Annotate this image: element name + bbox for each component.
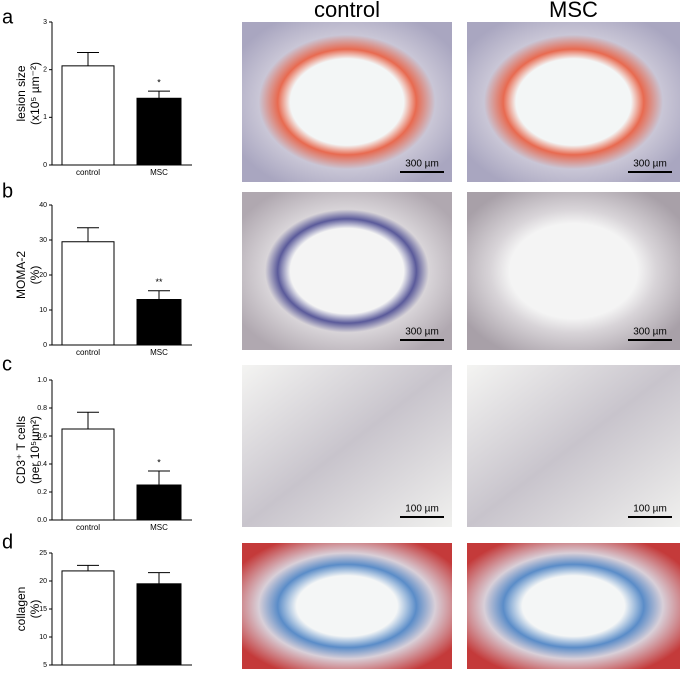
y-tick-label: 1 xyxy=(43,114,47,121)
y-tick-label: 10 xyxy=(39,634,47,641)
scale-bar-label: 100 µm xyxy=(633,504,667,515)
bar xyxy=(136,299,182,346)
x-tick-label: MSC xyxy=(150,348,168,357)
y-tick-label: 0.8 xyxy=(37,405,47,412)
y-axis-label: (%) xyxy=(28,266,42,285)
bar xyxy=(136,97,182,166)
panel-label: b xyxy=(2,180,13,202)
bar xyxy=(61,428,115,521)
y-tick-label: 30 xyxy=(39,237,47,244)
micrograph xyxy=(467,192,680,350)
x-tick-label: control xyxy=(76,348,100,357)
significance: * xyxy=(157,457,161,467)
micrograph xyxy=(467,365,680,527)
micrographs xyxy=(242,22,680,669)
micrograph xyxy=(467,543,680,669)
y-tick-label: 2 xyxy=(43,67,47,74)
y-tick-label: 0 xyxy=(43,342,47,349)
x-tick-label: control xyxy=(76,523,100,532)
y-tick-label: 25 xyxy=(39,550,47,557)
scale-bar-label: 300 µm xyxy=(405,327,439,338)
x-tick-label: control xyxy=(76,168,100,177)
bar xyxy=(136,484,182,521)
y-tick-label: 15 xyxy=(39,606,47,613)
y-axis-label: lesion size xyxy=(14,65,28,121)
panel-label: d xyxy=(2,531,13,553)
bar xyxy=(61,241,115,346)
y-axis-label: CD3⁺ T cells xyxy=(14,416,28,484)
y-axis-label: MOMA-2 xyxy=(14,251,28,299)
micrograph xyxy=(242,22,452,182)
y-tick-label: 5 xyxy=(43,662,47,669)
y-tick-label: 0.6 xyxy=(37,433,47,440)
scale-bar-label: 300 µm xyxy=(633,159,667,170)
column-header: MSC xyxy=(549,0,598,22)
y-tick-label: 0 xyxy=(43,162,47,169)
y-axis-label: (%) xyxy=(28,600,42,619)
y-tick-label: 3 xyxy=(43,19,47,26)
bar xyxy=(61,65,115,166)
bar xyxy=(136,583,182,666)
scale-bar-label: 300 µm xyxy=(633,327,667,338)
x-tick-label: MSC xyxy=(150,523,168,532)
micrograph xyxy=(242,192,452,350)
y-tick-label: 40 xyxy=(39,202,47,209)
panel-label: c xyxy=(2,353,12,375)
micrograph xyxy=(467,22,680,182)
scale-bar-label: 100 µm xyxy=(405,504,439,515)
y-axis-label: (per 10⁵µm²) xyxy=(28,416,42,484)
y-tick-label: 0.2 xyxy=(37,489,47,496)
bar xyxy=(61,570,115,666)
micrograph xyxy=(242,365,452,527)
y-tick-label: 0.4 xyxy=(37,461,47,468)
significance: * xyxy=(157,77,161,87)
x-tick-label: MSC xyxy=(150,168,168,177)
micrograph xyxy=(242,543,452,669)
y-tick-label: 1.0 xyxy=(37,377,47,384)
panel-label: a xyxy=(2,6,14,28)
y-axis-label: collagen xyxy=(14,587,28,632)
y-tick-label: 20 xyxy=(39,578,47,585)
y-tick-label: 0.0 xyxy=(37,517,47,524)
y-tick-label: 20 xyxy=(39,272,47,279)
y-tick-label: 10 xyxy=(39,307,47,314)
column-header: control xyxy=(314,0,380,22)
significance: ** xyxy=(155,277,163,287)
y-axis-label: (x10⁵ µm⁻²) xyxy=(28,62,42,125)
scale-bar-label: 300 µm xyxy=(405,159,439,170)
